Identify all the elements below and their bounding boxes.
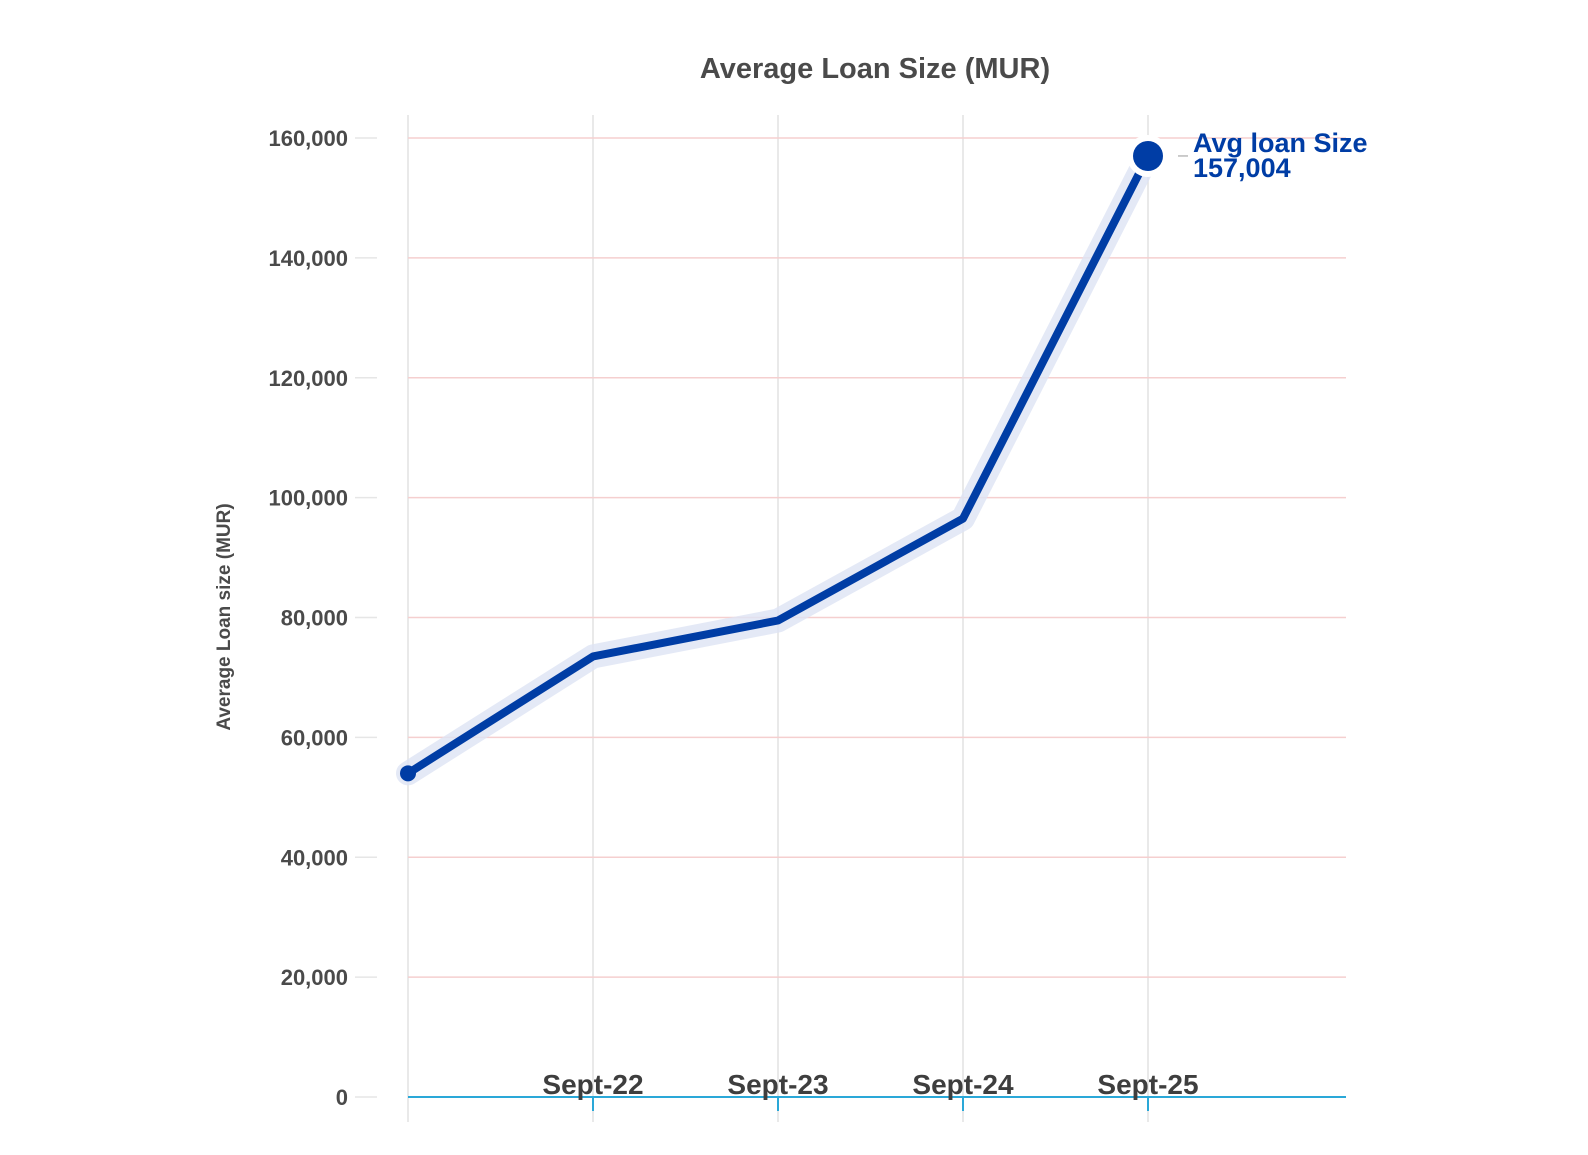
axes: 0 20,000 40,000 60,000 80,000 100,000 120,000 1… <box>268 126 1346 1111</box>
x-tick-label: Sept-25 <box>1097 1069 1198 1100</box>
y-tick-label: 140,000 <box>268 246 348 271</box>
series-start-point <box>400 765 416 782</box>
annotation-value: 157,004 <box>1193 153 1291 183</box>
y-tick-label: 0 <box>336 1085 348 1110</box>
chart-title: Average Loan Size (MUR) <box>700 53 1050 85</box>
x-tick-label: Sept-23 <box>727 1069 828 1100</box>
y-tick-label: 40,000 <box>281 845 348 870</box>
y-tick-label: 120,000 <box>268 366 348 391</box>
series <box>396 134 1188 786</box>
x-tick-label: Sept-24 <box>912 1069 1014 1100</box>
y-tick-label: 20,000 <box>281 965 348 990</box>
annotation: Avg loan Size 157,004 <box>1193 128 1368 183</box>
x-tick-label: Sept-22 <box>542 1069 643 1100</box>
annotation-label: Avg loan Size <box>1193 128 1368 158</box>
y-tick-label: 80,000 <box>281 606 348 631</box>
y-tick-label: 100,000 <box>268 486 348 511</box>
series-end-point <box>1133 140 1163 171</box>
series-line <box>404 151 1152 778</box>
y-tick-label: 60,000 <box>281 725 348 750</box>
y-tick-label: 160,000 <box>268 126 348 151</box>
grid <box>407 115 1346 1122</box>
y-axis-label: Average Loan size (MUR) <box>214 503 235 730</box>
